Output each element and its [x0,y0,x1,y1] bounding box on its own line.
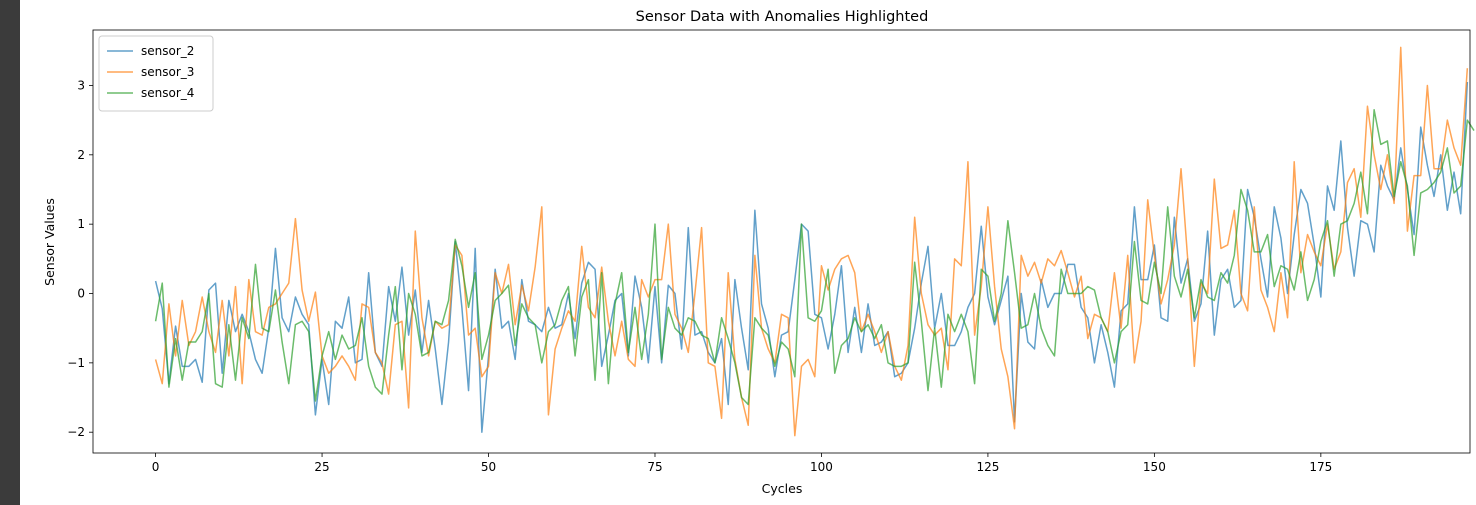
series-line-sensor_2 [154,81,1469,433]
legend: sensor_2 sensor_3 sensor_4 [98,35,214,112]
x-tick-label: 50 [481,460,496,474]
plot-frame [92,29,1471,454]
series-line-sensor_4 [154,109,1475,406]
y-tick-label: 1 [77,217,85,231]
x-tick-label: 175 [1309,460,1332,474]
y-tick-label: 0 [77,287,85,301]
legend-label-sensor_2: sensor_2 [141,44,194,58]
y-axis-title: Sensor Values [42,198,57,286]
plot-area: 0 25 50 75 100 125 150 175−2−10123sensor_2senso… [67,29,1475,474]
legend-label-sensor_4: sensor_4 [141,86,194,100]
y-tick-label: −1 [67,356,85,370]
x-tick-label: 100 [810,460,833,474]
x-axis-title: Cycles [762,481,803,496]
y-tick-label: 2 [77,148,85,162]
chart-title: Sensor Data with Anomalies Highlighted [636,9,929,25]
x-tick-label: 75 [647,460,662,474]
x-tick-label: 150 [1143,460,1166,474]
legend-label-sensor_3: sensor_3 [141,65,194,79]
x-tick-label: 25 [314,460,329,474]
x-tick-label: 0 [152,460,160,474]
y-tick-label: 3 [77,78,85,92]
x-tick-label: 125 [976,460,999,474]
series-line-sensor_3 [154,46,1469,437]
y-tick-label: −2 [67,425,85,439]
left-panel-strip [0,0,20,505]
